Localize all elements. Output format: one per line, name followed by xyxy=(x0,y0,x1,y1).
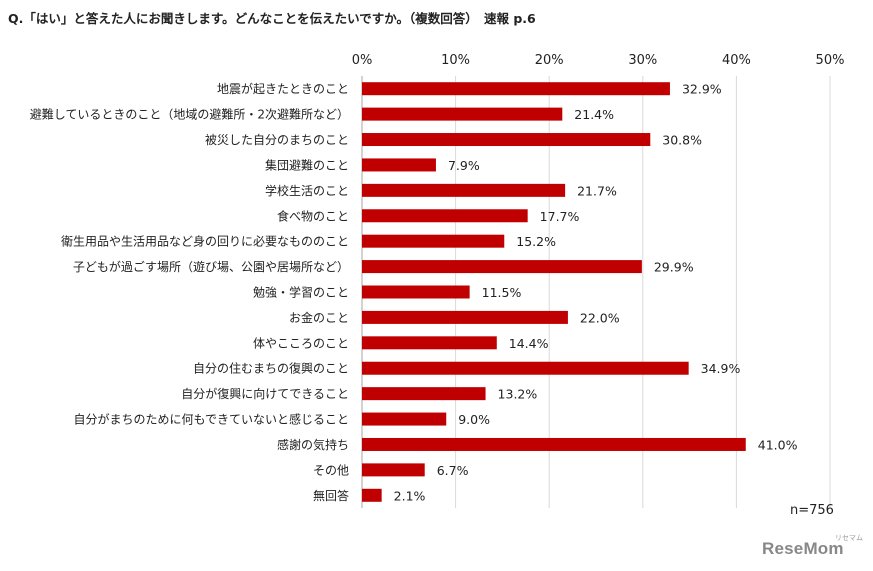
category-label: 地震が起きたときのこと xyxy=(217,81,349,96)
bar xyxy=(362,82,670,96)
bar xyxy=(362,107,563,121)
data-label: 14.4% xyxy=(509,336,549,351)
bar xyxy=(362,209,528,223)
category-label: 自分がまちのために何もできていないと感じること xyxy=(73,412,349,427)
data-label: 17.7% xyxy=(540,209,580,224)
data-label: 34.9% xyxy=(701,361,741,376)
data-label: 2.1% xyxy=(394,488,426,503)
bar xyxy=(362,437,746,451)
data-label: 21.4% xyxy=(574,107,614,122)
data-label: 29.9% xyxy=(654,260,694,275)
bar xyxy=(362,158,436,172)
category-label: 食べ物のこと xyxy=(277,208,349,223)
x-tick-label: 30% xyxy=(628,53,657,68)
bar xyxy=(362,310,568,324)
bar xyxy=(362,463,425,477)
data-label: 15.2% xyxy=(516,234,556,249)
category-label: 自分の住むまちの復興のこと xyxy=(193,361,349,376)
x-tick-label: 40% xyxy=(722,53,751,68)
category-label: お金のこと xyxy=(289,310,349,325)
bar xyxy=(362,412,447,426)
x-tick-label: 0% xyxy=(352,53,373,68)
data-label: 7.9% xyxy=(448,158,480,173)
category-label: その他 xyxy=(313,463,349,477)
category-label: 無回答 xyxy=(313,488,349,503)
data-label: 32.9% xyxy=(682,82,722,97)
bar xyxy=(362,234,505,248)
resemom-logo: ReseMom xyxy=(762,539,844,558)
data-label: 22.0% xyxy=(580,310,620,325)
bar xyxy=(362,285,470,299)
resemom-logo-kana: リセマム xyxy=(835,534,863,542)
data-label: 6.7% xyxy=(437,463,469,478)
category-label: 集団避難のこと xyxy=(265,157,349,172)
bar xyxy=(362,260,642,274)
category-label: 自分が復興に向けてできること xyxy=(181,386,349,401)
category-label: 感謝の気持ち xyxy=(277,437,349,452)
bar xyxy=(362,361,689,375)
data-label: 21.7% xyxy=(577,183,617,198)
category-label: 学校生活のこと xyxy=(265,183,349,198)
bar xyxy=(362,488,382,502)
bar xyxy=(362,183,566,197)
data-label: 9.0% xyxy=(458,412,490,427)
category-label: 避難しているときのこと（地域の避難所・2次避難所など） xyxy=(30,107,349,122)
sample-size-note: n=756 xyxy=(790,503,834,518)
data-label: 41.0% xyxy=(758,437,798,452)
x-tick-label: 50% xyxy=(816,53,845,68)
x-tick-label: 20% xyxy=(535,53,564,68)
category-label: 子どもが過ごす場所（遊び場、公園や居場所など） xyxy=(73,259,349,274)
category-label: 衛生用品や生活用品など身の回りに必要なもののこと xyxy=(61,234,349,249)
category-label: 勉強・学習のこと xyxy=(253,285,349,300)
category-label: 被災した自分のまちのこと xyxy=(205,133,349,147)
bar xyxy=(362,133,651,147)
category-label: 体やこころのこと xyxy=(253,336,349,350)
data-label: 30.8% xyxy=(662,133,702,148)
x-tick-label: 10% xyxy=(441,53,470,68)
chart-title: Q.「はい」と答えた人にお聞きします。どんなことを伝えたいですか。（複数回答） … xyxy=(8,11,536,26)
bar xyxy=(362,387,486,401)
bar xyxy=(362,336,497,350)
data-label: 13.2% xyxy=(498,387,538,402)
data-label: 11.5% xyxy=(482,285,522,300)
